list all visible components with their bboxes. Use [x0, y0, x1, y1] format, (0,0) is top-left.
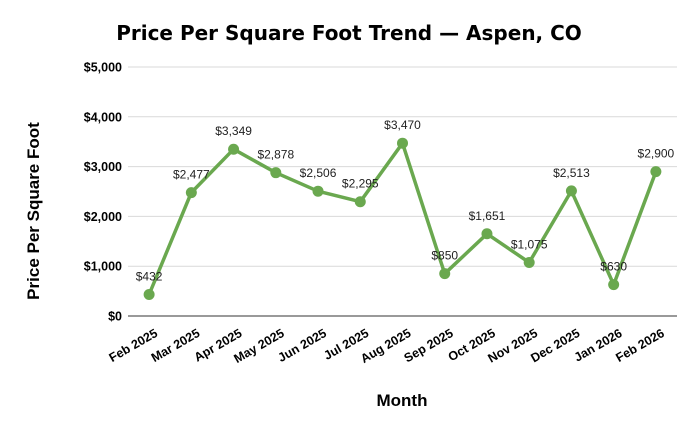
series-price-per-sqft [143, 137, 662, 300]
y-tick-label: $5,000 [84, 61, 122, 75]
y-axis-ticks: $0 $1,000 $2,000 $3,000 $4,000 $5,000 [84, 61, 122, 324]
data-point [481, 228, 493, 240]
data-point [143, 288, 155, 300]
y-axis-title: Price Per Square Foot [24, 122, 43, 300]
data-point [354, 196, 366, 208]
data-point [228, 143, 240, 155]
x-axis-title: Month [377, 391, 428, 410]
data-point [312, 185, 324, 197]
gridlines [128, 66, 677, 317]
data-label: $2,878 [257, 148, 294, 162]
y-tick-label: $0 [108, 310, 122, 324]
data-point [185, 187, 197, 199]
y-tick-label: $4,000 [84, 110, 122, 124]
data-label: $3,349 [215, 124, 252, 138]
data-label: $2,477 [173, 168, 210, 182]
y-tick-label: $3,000 [84, 160, 122, 174]
data-point [565, 185, 577, 197]
x-tick-label: Mar 2025 [149, 326, 202, 365]
data-label: $432 [136, 269, 163, 283]
data-point [523, 256, 535, 268]
data-label: $2,900 [638, 147, 675, 161]
y-tick-label: $2,000 [84, 210, 122, 224]
data-labels: $432 $2,477 $3,349 $2,878 $2,506 $2,295 $3,470… [136, 118, 675, 283]
data-label: $2,506 [300, 166, 337, 180]
data-label: $3,470 [384, 118, 421, 132]
x-tick-label: Feb 2026 [613, 326, 666, 365]
data-point [270, 167, 282, 179]
y-tick-label: $1,000 [84, 260, 122, 274]
data-point [439, 268, 451, 280]
data-label: $630 [600, 260, 627, 274]
data-label: $1,075 [511, 237, 548, 251]
chart-title: Price Per Square Foot Trend — Aspen, CO [116, 21, 582, 45]
data-point [650, 166, 662, 178]
data-point [397, 137, 408, 149]
data-point [608, 279, 620, 291]
data-label: $850 [431, 249, 458, 263]
data-label: $2,513 [553, 166, 590, 180]
data-label: $1,651 [469, 209, 506, 223]
x-tick-label: Jun 2025 [276, 326, 329, 365]
data-label: $2,295 [342, 177, 379, 191]
